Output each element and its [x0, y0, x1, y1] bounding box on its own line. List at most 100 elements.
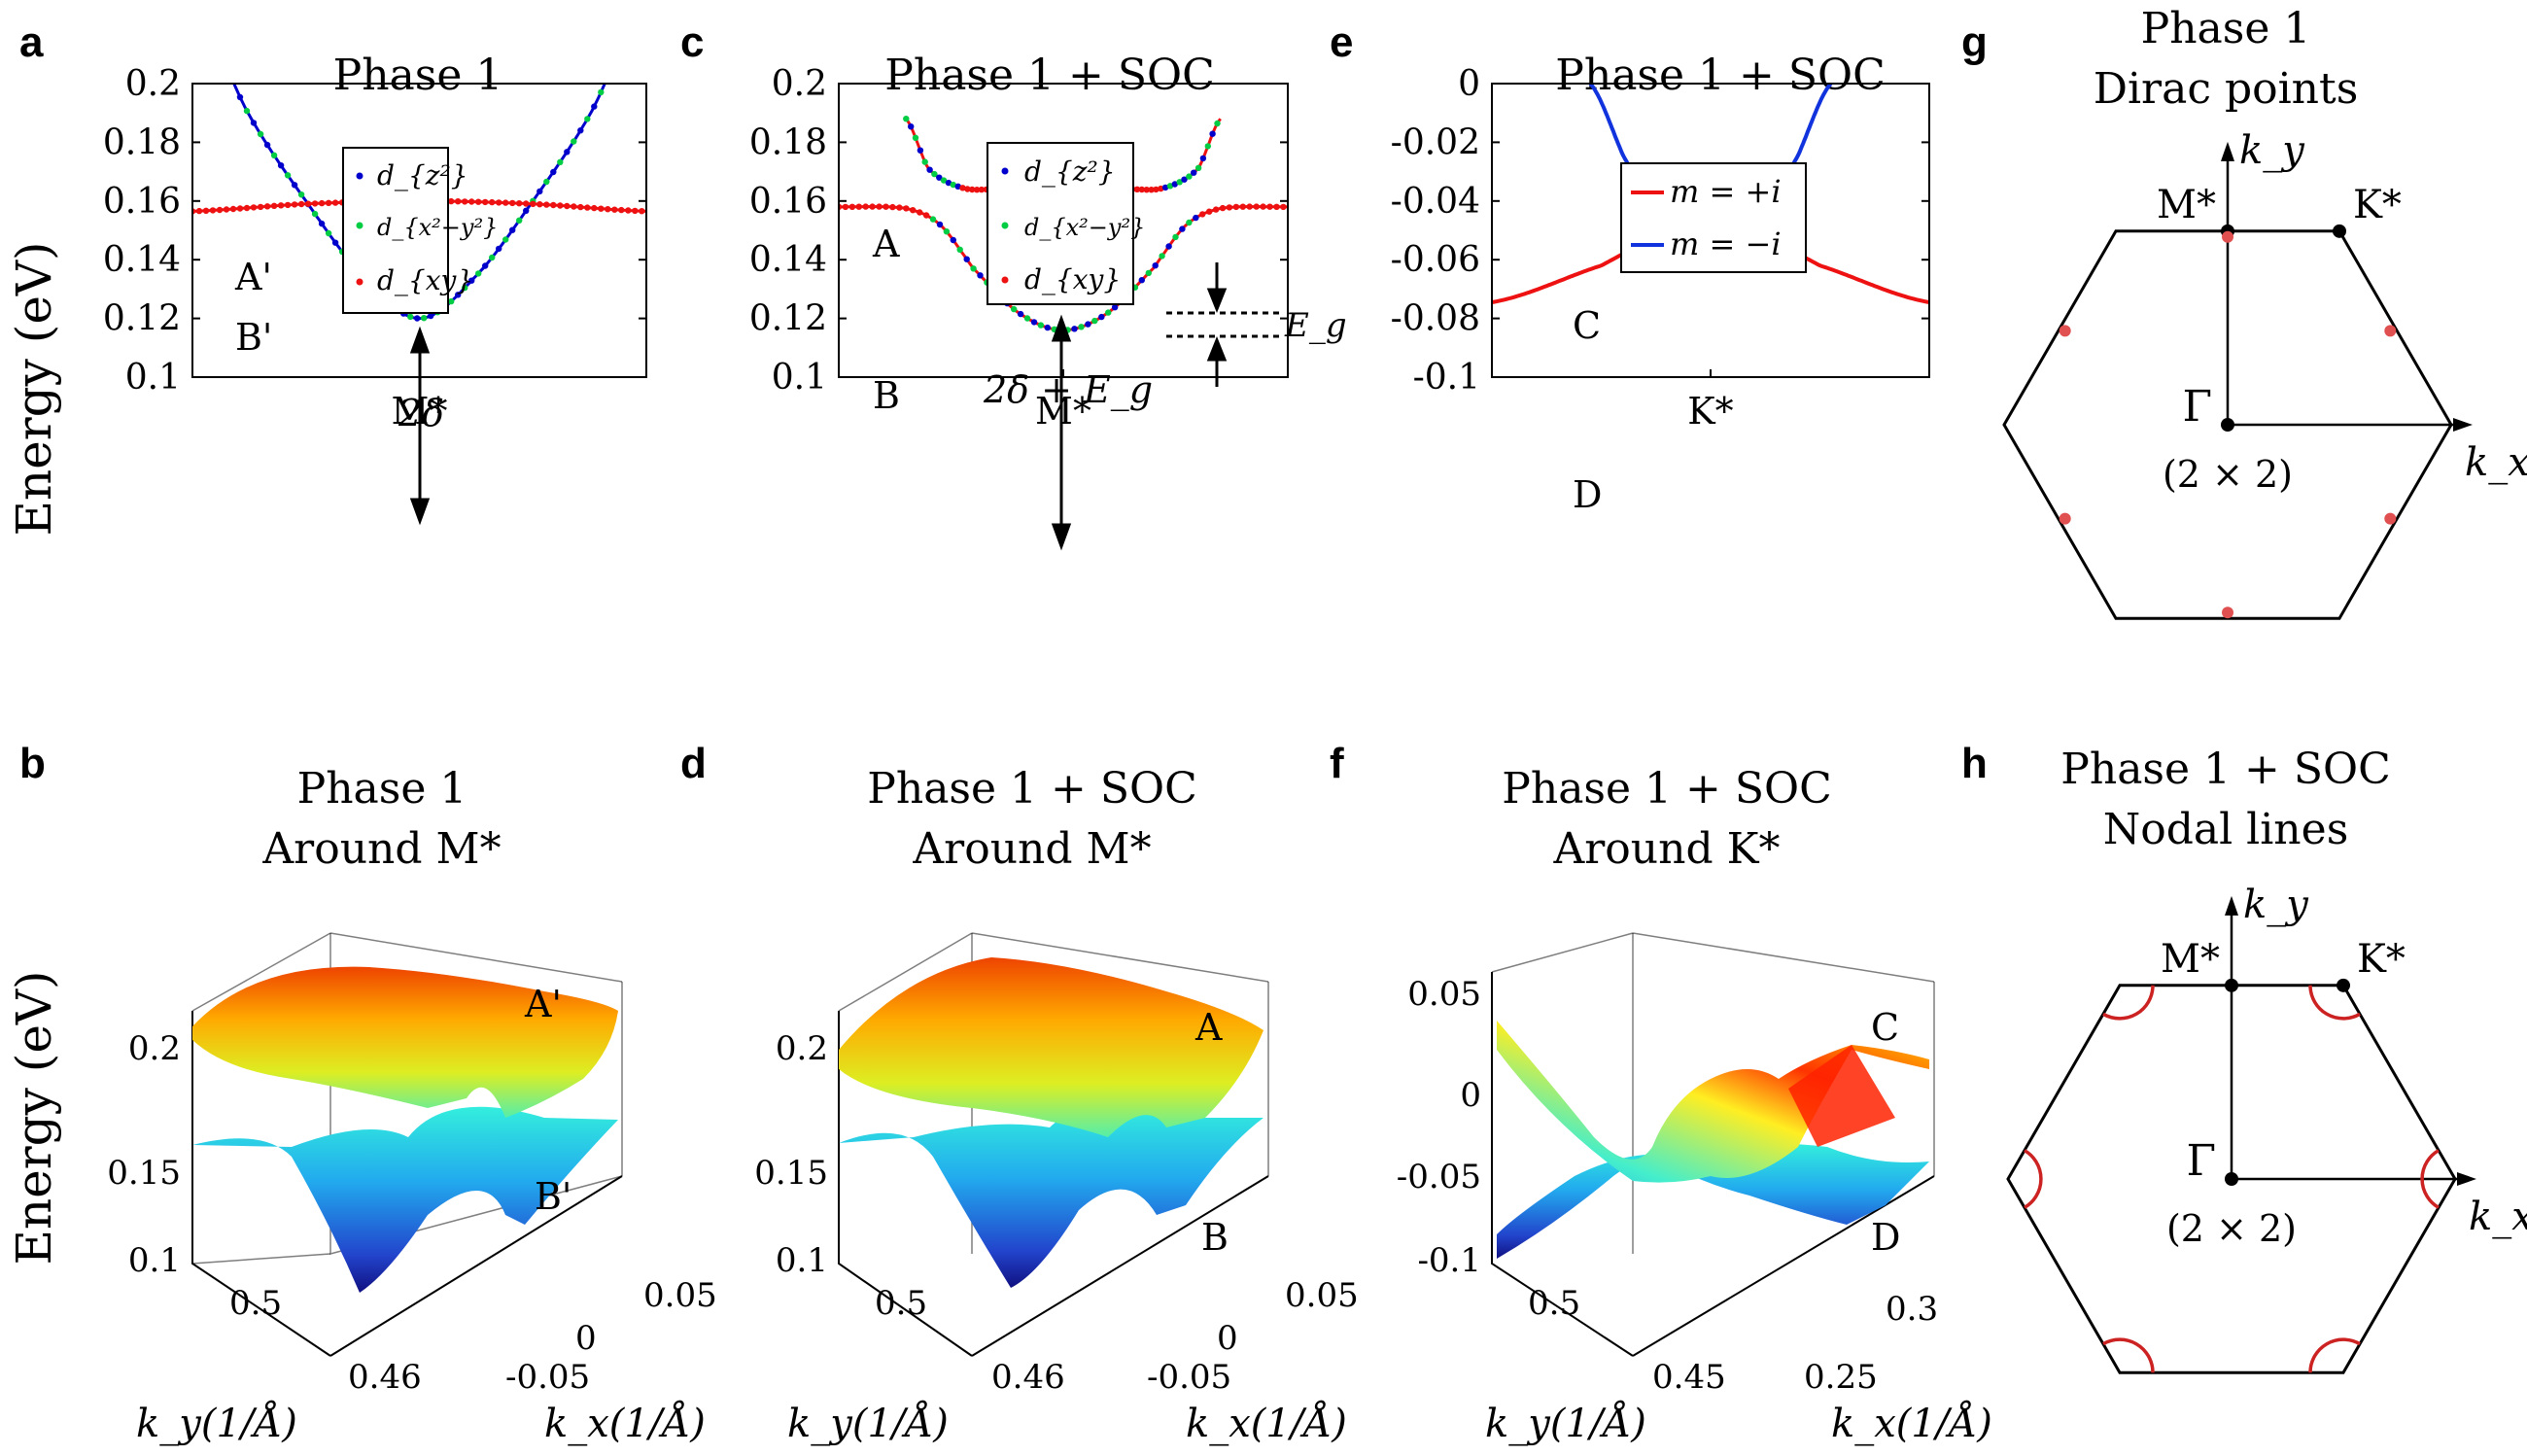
- data-point-c-2: [1219, 204, 1227, 212]
- legend-a-item-1: d_{z²}: [377, 159, 468, 191]
- legend-a: d_{z²} d_{x²−y²} d_{xy}: [342, 147, 498, 314]
- data-point-c-2: [903, 205, 910, 212]
- data-point-c-2: [1011, 305, 1018, 313]
- data-point-c-2: [1037, 322, 1045, 329]
- data-point-a-2: [202, 207, 210, 214]
- data-point-c-1: [978, 186, 986, 193]
- title-d-1: Phase 1 + SOC: [867, 764, 1197, 814]
- double-arrow-c: [1051, 314, 1072, 551]
- ytick-c-6: 0.1: [772, 358, 827, 398]
- annotation-Eg: E_g: [1284, 306, 1347, 345]
- title-a: Phase 1: [333, 51, 503, 100]
- annotation-A-prime: A': [234, 256, 272, 298]
- data-point-c-2: [1098, 313, 1105, 321]
- data-point-c-2: [910, 207, 917, 214]
- data-point-c-2: [862, 203, 869, 210]
- data-point-a-1: [496, 245, 502, 253]
- data-point-a-2: [462, 198, 468, 205]
- brillouin-zone-g: M* K* Γ (2 × 2) k_y k_x: [2002, 128, 2527, 620]
- panel-letter-b: b: [19, 740, 46, 787]
- data-point-a-1: [516, 217, 523, 224]
- dirac-point: [2059, 512, 2071, 525]
- f-ytick-1: 0.5: [1528, 1284, 1580, 1323]
- ytick-e-4: -0.06: [1391, 240, 1480, 280]
- d-ylabel: k_y(1/Å): [787, 1401, 949, 1446]
- legend-c-item-3: d_{xy}: [1024, 263, 1121, 295]
- data-point-c-1: [1143, 187, 1150, 193]
- data-point-c-2: [917, 209, 923, 216]
- data-point-c-2: [936, 221, 944, 228]
- data-point-a-2: [577, 203, 584, 211]
- data-point-a-1: [550, 168, 557, 176]
- data-point-c-2: [1078, 324, 1085, 330]
- label-K: K*: [2353, 183, 2402, 227]
- data-point-c-1: [1166, 183, 1174, 190]
- data-point-c-1: [1209, 130, 1216, 137]
- data-point-a-1: [577, 127, 584, 134]
- nodal-arc: [2420, 1149, 2440, 1209]
- data-point-c-1: [1199, 155, 1207, 162]
- data-point-a-2: [216, 206, 224, 214]
- ytick-c-2: 0.18: [749, 122, 827, 162]
- data-point-c-2: [1212, 206, 1220, 213]
- data-point-c-2: [1111, 304, 1119, 311]
- ytick-a-4: 0.14: [103, 240, 181, 280]
- data-point-c-2: [1105, 309, 1112, 316]
- title-g-1: Phase 1: [2141, 4, 2311, 53]
- data-point-a-2: [489, 198, 496, 206]
- data-point-c-1: [973, 187, 981, 193]
- data-point-a-1: [297, 191, 305, 198]
- k-point: [2333, 224, 2346, 238]
- data-point-c-2: [1071, 326, 1078, 332]
- data-point-a-2: [516, 200, 523, 207]
- data-point-c-2: [1138, 277, 1146, 284]
- data-point-c-2: [963, 256, 970, 262]
- b-ztick-2: 0.15: [107, 1154, 181, 1193]
- data-point-c-1: [1158, 185, 1164, 192]
- ytick-e-5: -0.08: [1391, 299, 1480, 339]
- nodal-arc: [2308, 1337, 2361, 1373]
- ytick-a-6: 0.1: [125, 358, 181, 398]
- data-point-c-2: [1017, 310, 1024, 318]
- data-point-a-2: [257, 203, 264, 211]
- data-point-c-2: [943, 228, 951, 235]
- label-kx: k_x: [2465, 440, 2527, 485]
- data-point-c-2: [1172, 233, 1179, 241]
- data-point-a-1: [325, 229, 332, 237]
- gap-marker-c: [1166, 262, 1281, 387]
- data-point-a-2: [325, 199, 332, 206]
- nodal-arc: [2102, 1337, 2155, 1373]
- data-point-c-2: [1232, 203, 1240, 211]
- data-point-c-2: [1226, 204, 1233, 211]
- data-point-a-2: [448, 197, 455, 205]
- d-xtick-2: 0: [1217, 1319, 1238, 1358]
- data-point-a-2: [550, 201, 557, 209]
- data-point-a-2: [523, 200, 530, 207]
- data-point-a-1: [331, 239, 339, 246]
- data-point-a-1: [557, 158, 564, 165]
- data-point-c-2: [848, 203, 856, 210]
- data-point-c-1: [1186, 173, 1193, 180]
- b-xtick-3: 0.05: [643, 1276, 717, 1315]
- data-point-a-2: [195, 207, 203, 215]
- data-point-a-1: [537, 188, 543, 195]
- title-b-2: Around M*: [261, 824, 501, 874]
- data-point-a-2: [564, 202, 571, 210]
- data-point-c-1: [959, 185, 966, 191]
- d-xtick-1: -0.05: [1147, 1358, 1231, 1397]
- ytick-c-1: 0.2: [772, 64, 827, 104]
- label-K: K*: [2357, 937, 2406, 982]
- data-point-c-2: [1023, 315, 1031, 322]
- data-point-c-2: [889, 203, 896, 211]
- data-point-a-2: [537, 201, 543, 208]
- data-point-a-1: [564, 149, 571, 156]
- annotation-A: A: [872, 223, 900, 265]
- data-point-a-2: [496, 199, 502, 206]
- panel-letter-d: d: [680, 740, 707, 787]
- b-xtick-2: 0: [575, 1319, 597, 1358]
- label-kx: k_x: [2469, 1195, 2527, 1239]
- surface-d-upper: [839, 957, 1264, 1137]
- d-xtick-3: 0.05: [1285, 1276, 1359, 1315]
- data-point-c-1: [1138, 186, 1146, 193]
- data-point-a-2: [543, 201, 550, 208]
